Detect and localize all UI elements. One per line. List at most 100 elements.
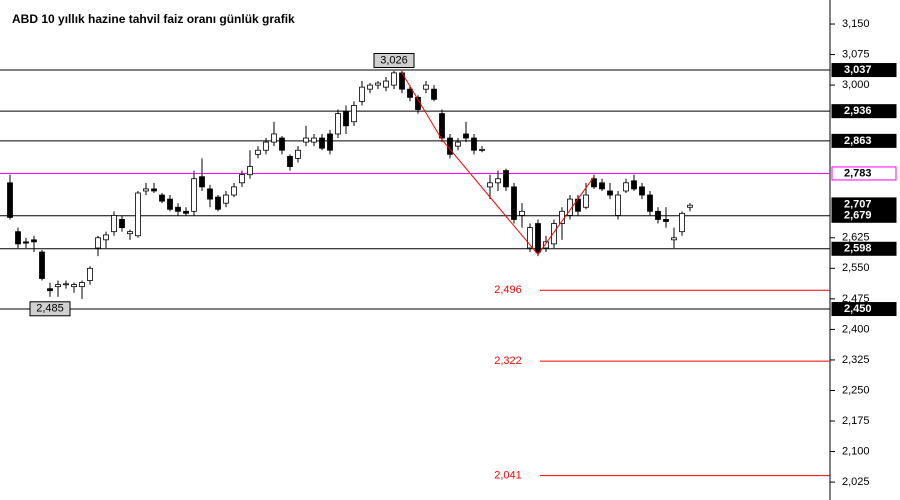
y-tick-label: 2,025 [842, 476, 870, 488]
target-label: 2,496 [494, 284, 522, 296]
candle-body [119, 219, 125, 229]
y-tick-label: 3,000 [842, 79, 870, 91]
y-tick-label: 2,400 [842, 323, 870, 335]
level-label: 2,863 [844, 135, 872, 147]
candle-body [239, 174, 245, 184]
candle-body [351, 105, 357, 123]
candle-body [487, 182, 493, 188]
y-tick-label: 2,625 [842, 232, 870, 244]
y-tick-label: 2,175 [842, 415, 870, 427]
candle-body [167, 198, 173, 210]
level-label: 3,037 [844, 64, 872, 76]
callout-label: 3,026 [380, 54, 408, 66]
candle-body [295, 149, 301, 159]
candle-body [135, 192, 141, 237]
candle-body [503, 170, 509, 188]
callout-box [373, 53, 415, 69]
candle-body [263, 141, 269, 151]
candle-body [375, 82, 381, 86]
y-tick-label: 2,250 [842, 384, 870, 396]
candle-body [223, 194, 229, 204]
candle-body [95, 237, 101, 249]
candle-body [207, 188, 213, 200]
level-box [831, 104, 897, 119]
target-label: 2,322 [494, 355, 522, 367]
candle-body [671, 237, 677, 241]
candle-body [247, 166, 253, 176]
y-tick-label: 3,075 [842, 48, 870, 60]
candle-body [191, 178, 197, 212]
candle-body [383, 80, 389, 88]
level-label: 2,679 [844, 210, 872, 222]
candle-body [103, 234, 109, 241]
level-box [831, 302, 897, 317]
candle-body [631, 180, 637, 190]
candle-body [151, 188, 157, 192]
candle-body [543, 241, 549, 249]
candle-body [551, 223, 557, 245]
level-box [831, 63, 897, 78]
candle-body [159, 194, 165, 202]
level-box [831, 241, 897, 256]
chart-title: ABD 10 yıllık hazine tahvil faiz oranı g… [12, 12, 295, 26]
candle-body [607, 190, 613, 196]
candle-body [527, 227, 533, 249]
candle-body [199, 176, 205, 188]
level-label: 2,936 [844, 105, 872, 117]
candle-body [183, 210, 189, 214]
candle-body [439, 113, 445, 139]
level-box [831, 133, 897, 148]
level-label: 2,450 [844, 303, 872, 315]
candle-body [455, 141, 461, 147]
candle-body [23, 241, 29, 244]
candle-body [407, 88, 413, 98]
candle-body [591, 178, 597, 188]
candle-body [599, 182, 605, 190]
candle-body [423, 84, 429, 90]
candle-body [583, 194, 589, 208]
candle-body [39, 251, 45, 279]
candle-body [663, 219, 669, 222]
candle-body [327, 133, 333, 151]
level-box [831, 208, 897, 223]
level-label: 2,598 [844, 243, 872, 255]
candle-body [215, 196, 221, 210]
candle-body [479, 149, 485, 151]
candle-body [143, 188, 149, 192]
candle-body [367, 84, 373, 90]
callout-label: 2,485 [36, 303, 64, 315]
candle-body [63, 283, 69, 286]
y-tick-label: 2,325 [842, 354, 870, 366]
candle-body [7, 182, 13, 218]
candle-body [287, 155, 293, 167]
trend-line [401, 72, 595, 256]
candle-body [71, 284, 77, 288]
candle-body [231, 186, 237, 196]
candle-body [535, 223, 541, 253]
candle-body [519, 210, 525, 216]
level-label: 2,783 [844, 167, 872, 179]
candle-body [639, 186, 645, 196]
candle-body [391, 72, 397, 86]
y-tick-label: 3,150 [842, 18, 870, 30]
candle-body [471, 137, 477, 151]
candle-body [303, 137, 309, 143]
target-label: 2,041 [494, 469, 522, 481]
y-tick-label: 2,100 [842, 445, 870, 457]
candle-body [55, 284, 61, 288]
candle-body [87, 267, 93, 281]
candle-body [623, 182, 629, 192]
candle-body [255, 149, 261, 155]
candle-body [31, 239, 37, 243]
candle-body [687, 204, 693, 208]
candle-body [175, 206, 181, 212]
candle-body [647, 194, 653, 212]
candle-body [127, 231, 133, 235]
candle-body [343, 111, 349, 127]
y-tick-label: 2,550 [842, 262, 870, 274]
candle-body [463, 133, 469, 139]
candle-body [15, 231, 21, 245]
candle-body [679, 212, 685, 233]
candle-body [279, 137, 285, 151]
